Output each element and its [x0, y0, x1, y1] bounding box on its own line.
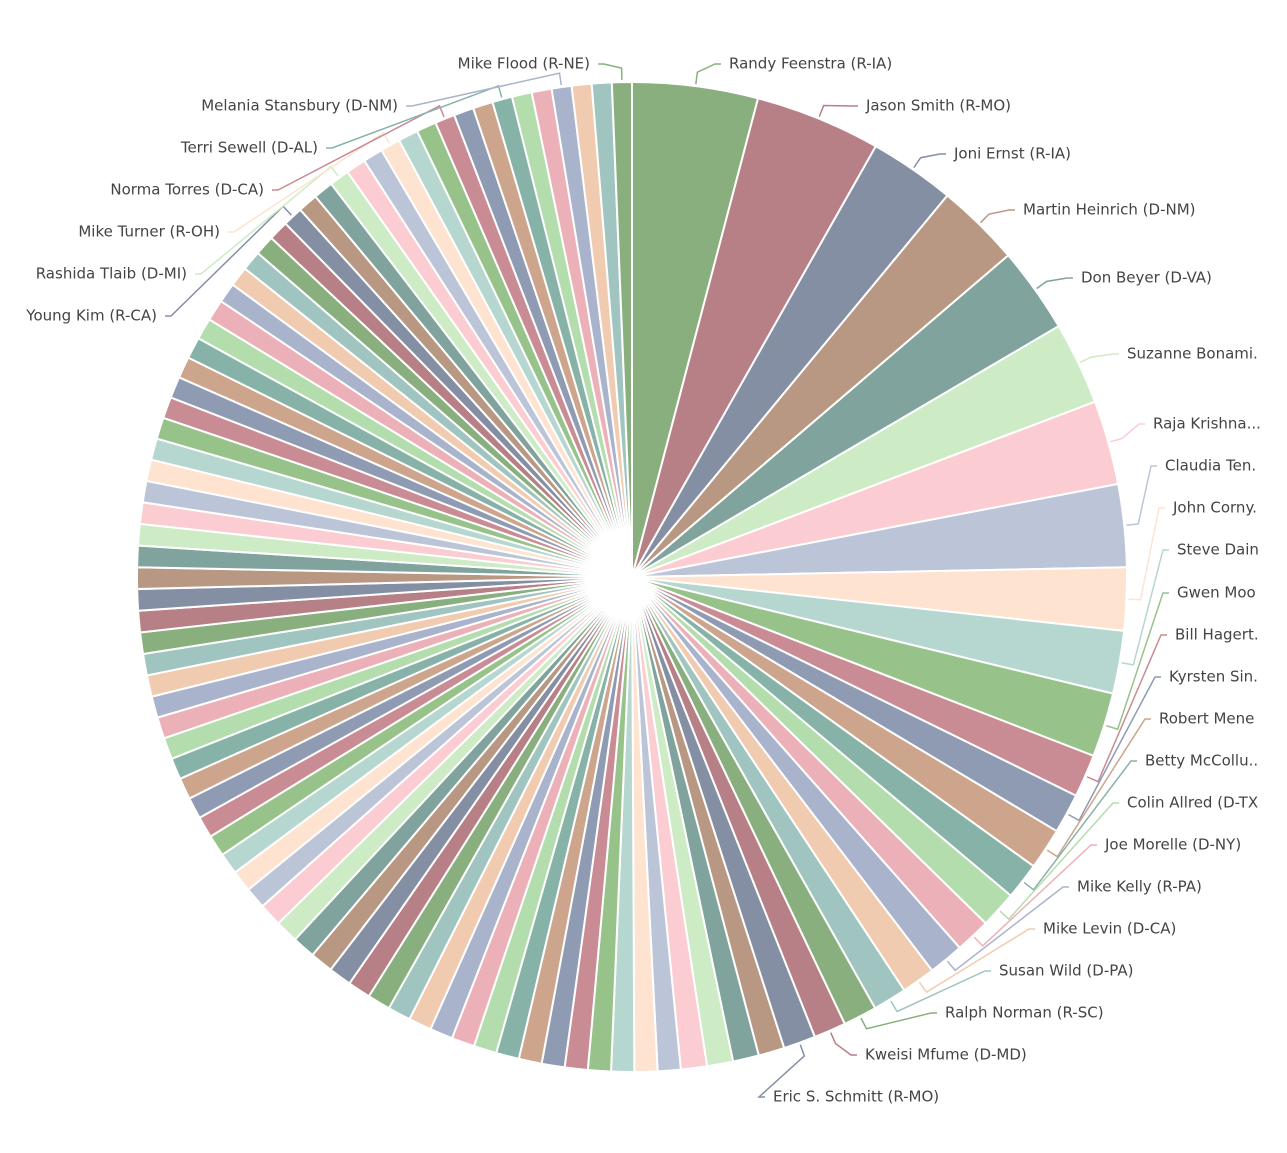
- leader-line: [973, 844, 1097, 948]
- slice-label: Mike Kelly (R-PA): [1077, 878, 1202, 896]
- slice-label: Robert Mene: [1159, 710, 1254, 728]
- leader-line: [1079, 353, 1119, 363]
- leader-line: [1023, 760, 1137, 891]
- slice-label: Suzanne Bonami.: [1127, 345, 1258, 363]
- leader-line: [695, 63, 721, 85]
- leader-line: [1126, 465, 1157, 526]
- slice-label: Susan Wild (D-PA): [999, 962, 1133, 980]
- leader-line: [228, 131, 390, 233]
- slice-label: Kweisi Mfume (D-MD): [865, 1046, 1027, 1064]
- slice-label: Rashida Tlaib (D-MI): [36, 265, 187, 283]
- leader-line: [272, 104, 445, 191]
- slice-label: Joni Ernst (R-IA): [953, 145, 1071, 163]
- leader-line: [1128, 507, 1165, 601]
- slice-label: Melania Stansbury (D-NM): [201, 97, 398, 115]
- leader-line: [830, 1032, 857, 1056]
- leader-line: [1086, 634, 1167, 783]
- slice-label: Bill Hagert.: [1175, 626, 1259, 644]
- slice-label: Steve Dain: [1177, 541, 1259, 559]
- slice-label: Raja Krishna...: [1153, 415, 1261, 433]
- leader-line: [946, 886, 1069, 972]
- slices: [136, 80, 1128, 1073]
- leader-line: [165, 205, 292, 317]
- leader-line: [890, 970, 991, 1013]
- slice-label: Claudia Ten.: [1165, 457, 1256, 475]
- leader-line: [757, 1044, 806, 1098]
- leader-line: [1106, 592, 1169, 731]
- slice-label: Ralph Norman (R-SC): [945, 1004, 1104, 1022]
- slice-label: Jason Smith (R-MO): [865, 97, 1011, 115]
- leader-line: [999, 802, 1119, 921]
- slice-label: Betty McCollu..: [1145, 752, 1258, 770]
- slice-label: Joe Morelle (D-NY): [1104, 836, 1241, 854]
- slice-label: Eric S. Schmitt (R-MO): [773, 1088, 939, 1106]
- leader-line: [326, 84, 503, 149]
- slice-label: Norma Torres (D-CA): [110, 181, 264, 199]
- leader-line: [1036, 277, 1073, 290]
- slice-label: Mike Flood (R-NE): [458, 55, 590, 73]
- pie-slice: [610, 80, 633, 578]
- slice-label: Young Kim (R-CA): [25, 307, 157, 325]
- leader-line: [406, 72, 562, 107]
- slice-label: Mike Turner (R-OH): [78, 223, 220, 241]
- leader-line: [913, 153, 946, 169]
- leader-line: [1068, 676, 1161, 822]
- slice-label: Kyrsten Sin.: [1169, 668, 1258, 686]
- slice-label: John Corny.: [1172, 499, 1257, 517]
- leader-line: [1046, 718, 1151, 858]
- leader-line: [1110, 423, 1145, 443]
- slice-label: Mike Levin (D-CA): [1043, 920, 1176, 938]
- leader-line: [1121, 549, 1169, 666]
- leader-line: [818, 104, 858, 117]
- slice-label: Terri Sewell (D-AL): [180, 139, 318, 157]
- leader-line: [598, 63, 623, 81]
- slice-label: Martin Heinrich (D-NM): [1023, 201, 1196, 219]
- leader-line: [860, 1012, 937, 1030]
- slice-label: Gwen Moo: [1177, 584, 1256, 602]
- slice-label: Randy Feenstra (R-IA): [729, 55, 892, 73]
- leader-line: [979, 209, 1015, 224]
- slice-label: Don Beyer (D-VA): [1081, 269, 1212, 287]
- slice-label: Colin Allred (D-TX: [1127, 794, 1258, 812]
- leader-line: [918, 928, 1035, 994]
- leader-line: [195, 165, 339, 275]
